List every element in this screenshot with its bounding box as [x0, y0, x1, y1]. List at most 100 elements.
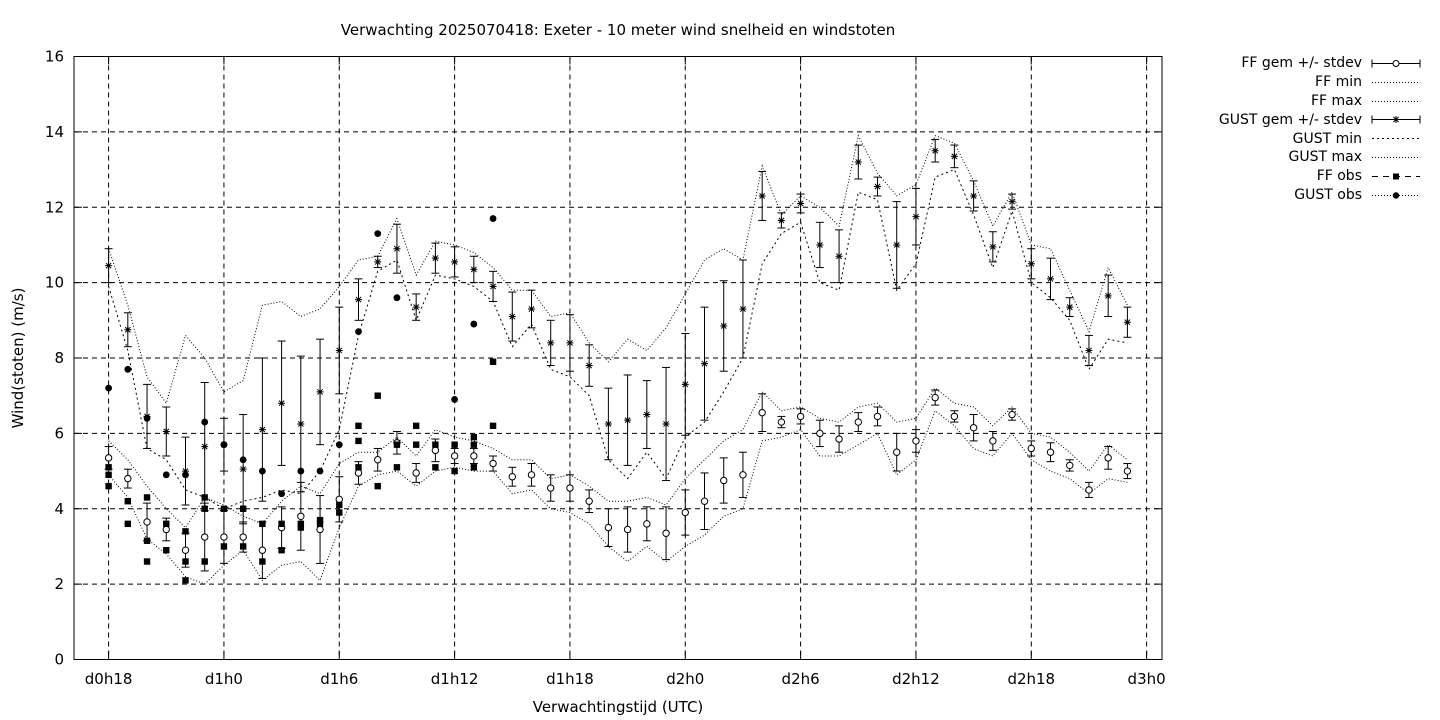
ff-obs-point — [432, 441, 439, 448]
ff-obs-point — [336, 501, 343, 509]
legend-key — [1372, 138, 1420, 140]
y-axis-label: Wind(stoten) (m/s) — [9, 288, 27, 429]
ff-obs-point — [201, 494, 208, 501]
legend-item: FF obs — [1180, 167, 1430, 186]
gust-mean-point — [720, 322, 728, 330]
ff-mean-point — [1123, 467, 1132, 475]
ff-mean-point — [412, 469, 420, 477]
gust-mean-point — [585, 362, 593, 370]
ff-mean-point — [585, 497, 593, 505]
ff-obs-point — [297, 520, 305, 528]
legend-key — [1372, 156, 1420, 158]
ff-mean-point — [1066, 461, 1074, 470]
gust-mean-point — [489, 282, 497, 290]
ff-mean-point — [527, 471, 536, 479]
legend-label: FF gem +/- stdev — [1241, 55, 1362, 72]
gust-mean-point — [1008, 198, 1016, 206]
gust-mean-point — [508, 313, 516, 321]
x-tick-label: d2h12 — [892, 670, 940, 688]
gust-mean-point — [527, 305, 535, 313]
x-tick-label: d2h0 — [666, 670, 704, 688]
y-tick-label: 8 — [54, 349, 64, 367]
ff-obs-point — [124, 520, 132, 528]
gust-obs-point — [105, 384, 113, 392]
ff-mean-point — [739, 471, 747, 479]
legend-key — [1371, 115, 1421, 124]
gust-obs-point — [220, 441, 228, 449]
gust-obs-point — [489, 215, 497, 222]
gust-mean-point — [201, 443, 209, 451]
gust-mean-point — [566, 339, 574, 347]
ff-obs-point — [182, 558, 189, 565]
gust-obs-point — [201, 418, 209, 426]
legend-label: GUST gem +/- stdev — [1218, 111, 1362, 128]
gust-obs-point — [278, 490, 286, 498]
ff-mean-point — [450, 452, 459, 460]
y-tick-label: 0 — [54, 651, 64, 669]
gust-obs-point — [143, 414, 151, 422]
legend-item: GUST gem +/- stdev — [1180, 110, 1430, 129]
ff-mean-point — [720, 476, 728, 485]
ff-mean-point — [258, 546, 267, 554]
gust-mean-point — [124, 326, 132, 334]
gust-mean-point — [739, 305, 747, 313]
ff-mean-point — [758, 408, 766, 417]
ff-mean-point — [104, 454, 113, 462]
gust-obs-point — [374, 230, 382, 238]
gust-mean-point — [258, 426, 266, 434]
ff-obs-point — [451, 441, 458, 448]
ff-obs-point — [355, 437, 362, 445]
legend-key — [1372, 191, 1420, 199]
ff-mean-point — [470, 452, 478, 460]
ff-mean-point — [489, 459, 497, 468]
ff-obs-point — [201, 505, 208, 512]
legend-key-marker — [1392, 191, 1400, 199]
ff-obs-point — [201, 558, 208, 565]
gust-min-line — [108, 168, 1128, 510]
gust-mean-point — [874, 183, 882, 191]
ff-obs-point — [355, 464, 362, 471]
legend-label: GUST min — [1292, 130, 1362, 147]
gust-obs-point — [297, 467, 305, 475]
y-tick-label: 12 — [45, 198, 64, 216]
x-tick-label: d2h6 — [782, 670, 820, 688]
legend-key — [1372, 81, 1420, 83]
ff-mean-point — [181, 546, 190, 554]
gust-mean-point — [643, 411, 651, 419]
gust-mean-point — [604, 420, 612, 428]
series-layer — [104, 134, 1132, 585]
ff-mean-point — [700, 497, 709, 505]
gust-mean-point — [374, 258, 382, 266]
legend-key-marker — [1392, 60, 1400, 67]
ff-obs-point — [163, 520, 170, 528]
y-tick-label: 4 — [54, 500, 64, 518]
gust-mean-point — [950, 152, 958, 160]
ff-mean-point — [1104, 454, 1112, 462]
ff-mean-point — [354, 469, 363, 477]
ff-obs-point — [374, 392, 381, 399]
ff-mean-point — [431, 446, 440, 455]
ff-mean-point — [316, 525, 324, 534]
gust-obs-point — [316, 467, 324, 475]
ff-obs-point — [412, 441, 420, 448]
gust-mean-point — [701, 360, 709, 368]
ff-mean-point — [1027, 444, 1035, 453]
ff-obs-point — [470, 464, 478, 471]
x-tick-label: d3h0 — [1128, 670, 1166, 688]
x-axis-label: Verwachtingstijd (UTC) — [533, 698, 704, 716]
legend-key-marker — [1393, 173, 1399, 180]
gust-mean-point — [662, 420, 670, 428]
ff-obs-point — [297, 524, 305, 531]
ff-mean-point — [566, 484, 574, 492]
ff-obs-point — [393, 441, 401, 448]
y-tick-label: 2 — [54, 575, 64, 593]
ff-obs-point — [470, 433, 478, 441]
gust-mean-point — [758, 192, 766, 200]
legend-item: FF gem +/- stdev — [1180, 54, 1430, 73]
ff-max-line — [108, 387, 1128, 529]
gust-mean-point — [412, 303, 420, 311]
legend-label: GUST obs — [1294, 186, 1362, 203]
gust-mean-point — [105, 262, 113, 270]
gust-obs-point — [335, 441, 343, 449]
ff-mean-point — [950, 412, 959, 421]
